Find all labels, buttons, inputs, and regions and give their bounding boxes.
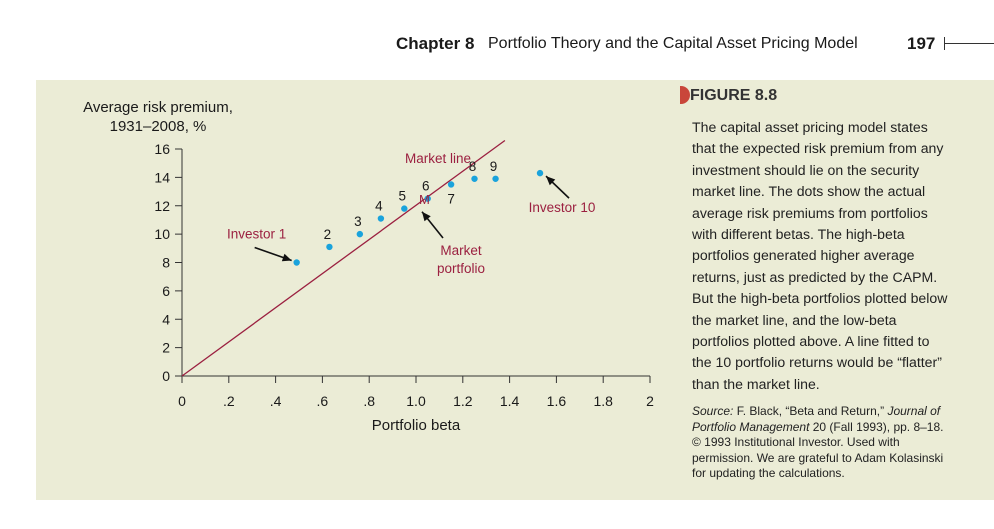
chart-labels: Average risk premium, 1931–2008, % Portfol… (83, 99, 595, 434)
x-tick-label: 1.2 (453, 393, 473, 409)
portfolio-dot (447, 181, 455, 188)
page-number: 197 (907, 34, 936, 53)
y-tick-label: 6 (162, 283, 170, 299)
portfolio-label: 4 (375, 199, 383, 214)
x-tick-label: 2 (646, 393, 654, 409)
y-axis-label: Average risk premium, (83, 99, 233, 116)
x-tick-label: 1.0 (406, 393, 426, 409)
source-journal: Journal of Portfolio Management (692, 404, 941, 434)
investor-10-arrow-head (546, 176, 556, 186)
x-tick-label: .4 (270, 393, 282, 409)
portfolio-dot (293, 259, 300, 266)
market-portfolio-arrow-head (422, 211, 431, 222)
y-tick-label: 16 (154, 141, 170, 157)
source-rest: 20 (Fall 1993), pp. 8–18. © 1993 Institu… (692, 419, 944, 481)
chart-marks (181, 139, 570, 377)
x-tick-label: 1.6 (547, 393, 567, 409)
figure-source: Source: F. Black, “Beta and Return,” Jou… (692, 404, 950, 482)
y-tick-label: 12 (154, 198, 170, 214)
figure-marker-icon (680, 86, 690, 104)
investor-10-label: Investor 10 (529, 200, 596, 215)
portfolio-dot (326, 243, 333, 251)
portfolio-label: 9 (490, 159, 498, 174)
portfolio-dot (471, 175, 478, 182)
x-axis-label: Portfolio beta (372, 417, 461, 434)
portfolio-label: 5 (399, 189, 407, 204)
market-portfolio-label-2: portfolio (437, 261, 485, 276)
chart-axes: 0 .2 .4 .6 .8 1.0 1.2 1.4 1.6 1.8 2 0 2 4 6 8 10 12 14 16 (154, 141, 654, 409)
portfolio-dot (424, 195, 431, 202)
x-tick-label: 1.4 (500, 393, 520, 409)
y-tick-label: 0 (162, 368, 170, 384)
portfolio-label: 3 (354, 214, 362, 229)
portfolio-dot (492, 175, 499, 182)
y-tick-label: 2 (162, 340, 170, 356)
page-header: Chapter 8 Portfolio Theory and the Capit… (0, 34, 994, 56)
chapter-label: Chapter 8 (396, 34, 475, 53)
portfolio-label: 8 (469, 159, 477, 174)
figure-caption: The capital asset pricing model states t… (692, 119, 948, 392)
x-tick-label: 1.8 (593, 393, 613, 409)
chapter-title: Portfolio Theory and the Capital Asset P… (488, 35, 858, 52)
source-author: F. Black, “Beta and Return,” (733, 404, 888, 418)
figure-panel (36, 80, 994, 500)
portfolio-label: 2 (324, 227, 332, 242)
figure-label: FIGURE 8.8 (690, 87, 778, 104)
x-tick-label: .8 (363, 393, 375, 409)
market-point-label: M (419, 192, 430, 207)
y-tick-label: 4 (162, 311, 170, 327)
portfolio-label: 6 (422, 179, 430, 194)
x-tick-label: 0 (178, 393, 186, 409)
market-line-label: Market line (405, 151, 471, 166)
investor-1-arrow-head (281, 253, 292, 262)
portfolio-dot (536, 169, 544, 177)
portfolio-dot (401, 205, 408, 212)
y-tick-label: 8 (162, 255, 170, 271)
x-tick-label: .2 (223, 393, 235, 409)
market-line (181, 139, 506, 377)
x-tick-label: .6 (317, 393, 329, 409)
page-rule (944, 43, 994, 44)
market-portfolio-label: Market (440, 243, 482, 258)
investor-1-label: Investor 1 (227, 227, 286, 242)
y-axis-label-2: 1931–2008, % (110, 118, 207, 135)
portfolio-dot (356, 230, 364, 238)
y-tick-label: 14 (154, 169, 170, 185)
source-prefix: Source: (692, 404, 734, 418)
portfolio-dot (377, 215, 385, 222)
portfolio-label: 7 (447, 191, 455, 206)
y-tick-label: 10 (154, 226, 170, 242)
